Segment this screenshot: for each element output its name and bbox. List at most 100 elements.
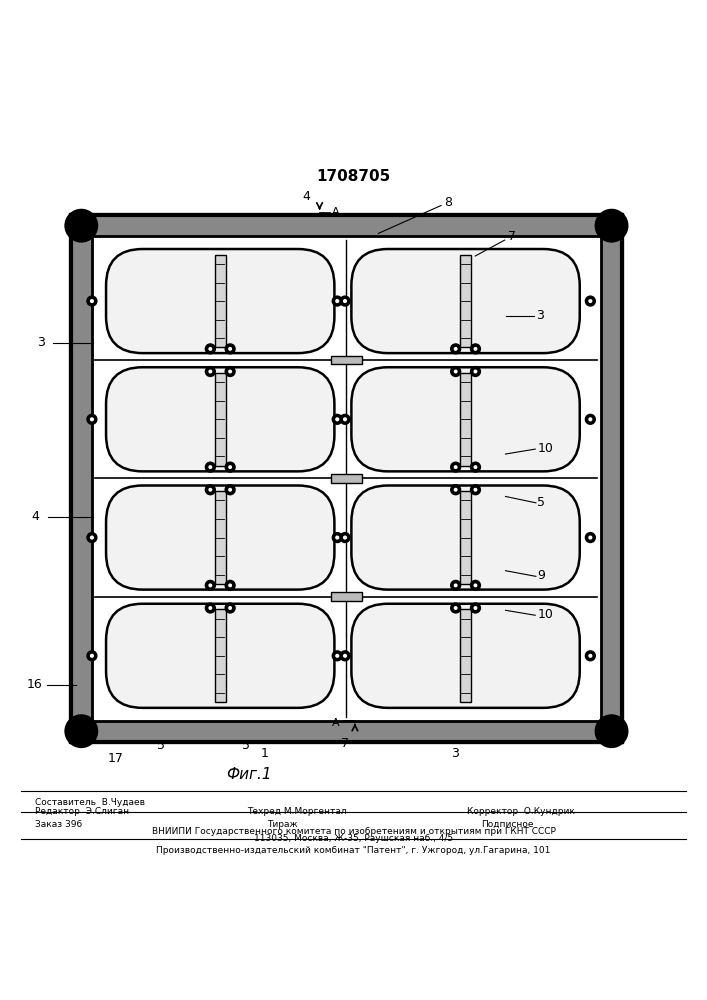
Text: Составитель  В.Чудаев: Составитель В.Чудаев — [35, 798, 146, 807]
Circle shape — [343, 535, 347, 540]
Text: 113035, Москва, Ж-35, Раушская наб., 4/5: 113035, Москва, Ж-35, Раушская наб., 4/5 — [254, 834, 453, 843]
Circle shape — [470, 367, 481, 376]
Circle shape — [474, 583, 477, 587]
Bar — [71, 215, 622, 742]
Circle shape — [340, 415, 349, 424]
Circle shape — [343, 654, 347, 658]
Text: А: А — [332, 718, 339, 728]
Circle shape — [450, 580, 460, 590]
Circle shape — [585, 296, 595, 306]
Circle shape — [585, 415, 595, 424]
Circle shape — [588, 299, 592, 303]
Text: 10: 10 — [537, 442, 553, 455]
Circle shape — [588, 417, 592, 421]
Circle shape — [225, 462, 235, 472]
Circle shape — [205, 580, 215, 590]
Text: 3: 3 — [536, 309, 544, 322]
Circle shape — [474, 370, 477, 373]
Bar — [71, 721, 622, 742]
Text: А: А — [332, 207, 340, 217]
Text: 17: 17 — [107, 752, 123, 765]
Circle shape — [205, 462, 215, 472]
Text: 16: 16 — [27, 678, 42, 691]
Circle shape — [588, 535, 592, 540]
Circle shape — [474, 606, 477, 610]
Text: 8: 8 — [378, 196, 452, 233]
Text: Тираж: Тираж — [267, 820, 298, 829]
Circle shape — [454, 465, 457, 469]
Circle shape — [205, 485, 215, 495]
Circle shape — [596, 716, 627, 747]
Circle shape — [209, 583, 212, 587]
Bar — [215, 255, 226, 347]
Text: Корректор  О.Кундрик: Корректор О.Кундрик — [467, 807, 575, 816]
Circle shape — [454, 347, 457, 351]
Text: ВНИИПИ Государственного комитета по изобретениям и открытиям при ГКНТ СССР: ВНИИПИ Государственного комитета по изоб… — [151, 827, 556, 836]
Circle shape — [228, 347, 232, 351]
Circle shape — [66, 210, 97, 241]
Circle shape — [343, 299, 347, 303]
Circle shape — [87, 651, 96, 660]
Text: 1: 1 — [260, 747, 268, 760]
Circle shape — [228, 488, 232, 492]
Circle shape — [470, 462, 481, 472]
Bar — [460, 255, 471, 347]
Text: Подписное: Подписное — [481, 820, 533, 829]
Circle shape — [340, 533, 349, 542]
Circle shape — [335, 535, 339, 540]
Circle shape — [340, 651, 349, 660]
FancyBboxPatch shape — [351, 604, 580, 708]
Circle shape — [90, 654, 94, 658]
Circle shape — [332, 651, 341, 660]
Circle shape — [225, 603, 235, 613]
Circle shape — [225, 580, 235, 590]
Bar — [71, 215, 622, 236]
Circle shape — [585, 533, 595, 542]
Circle shape — [335, 654, 339, 658]
Circle shape — [90, 535, 94, 540]
Circle shape — [209, 370, 212, 373]
Text: Заказ 396: Заказ 396 — [35, 820, 83, 829]
Bar — [215, 491, 226, 584]
FancyBboxPatch shape — [106, 486, 334, 590]
Circle shape — [209, 488, 212, 492]
FancyBboxPatch shape — [106, 604, 334, 708]
Circle shape — [454, 488, 457, 492]
Bar — [215, 373, 226, 466]
Circle shape — [335, 299, 339, 303]
Bar — [92, 236, 601, 721]
Bar — [331, 474, 362, 483]
Bar — [71, 215, 92, 742]
Text: Техред М.Моргентал: Техред М.Моргентал — [247, 807, 347, 816]
Circle shape — [474, 465, 477, 469]
Bar — [601, 215, 622, 742]
Circle shape — [470, 580, 481, 590]
Circle shape — [604, 724, 619, 738]
Circle shape — [209, 347, 212, 351]
Circle shape — [332, 296, 341, 306]
Circle shape — [228, 583, 232, 587]
Circle shape — [604, 219, 619, 233]
Circle shape — [474, 488, 477, 492]
Text: 4: 4 — [302, 190, 310, 203]
Circle shape — [343, 417, 347, 421]
Circle shape — [205, 603, 215, 613]
Text: 5: 5 — [537, 496, 545, 509]
Circle shape — [225, 485, 235, 495]
Text: Фиг.1: Фиг.1 — [226, 767, 272, 782]
Circle shape — [332, 533, 341, 542]
Text: Производственно-издательский комбинат "Патент", г. Ужгород, ул.Гагарина, 101: Производственно-издательский комбинат "П… — [156, 846, 551, 855]
Bar — [460, 609, 471, 702]
Bar — [88, 233, 604, 724]
Circle shape — [225, 344, 235, 354]
Circle shape — [90, 299, 94, 303]
Circle shape — [66, 716, 97, 747]
Circle shape — [454, 606, 457, 610]
Circle shape — [340, 296, 349, 306]
Circle shape — [205, 344, 215, 354]
Circle shape — [87, 296, 96, 306]
Text: 5: 5 — [157, 739, 165, 752]
Circle shape — [450, 462, 460, 472]
Circle shape — [335, 417, 339, 421]
Text: 4: 4 — [32, 510, 40, 523]
